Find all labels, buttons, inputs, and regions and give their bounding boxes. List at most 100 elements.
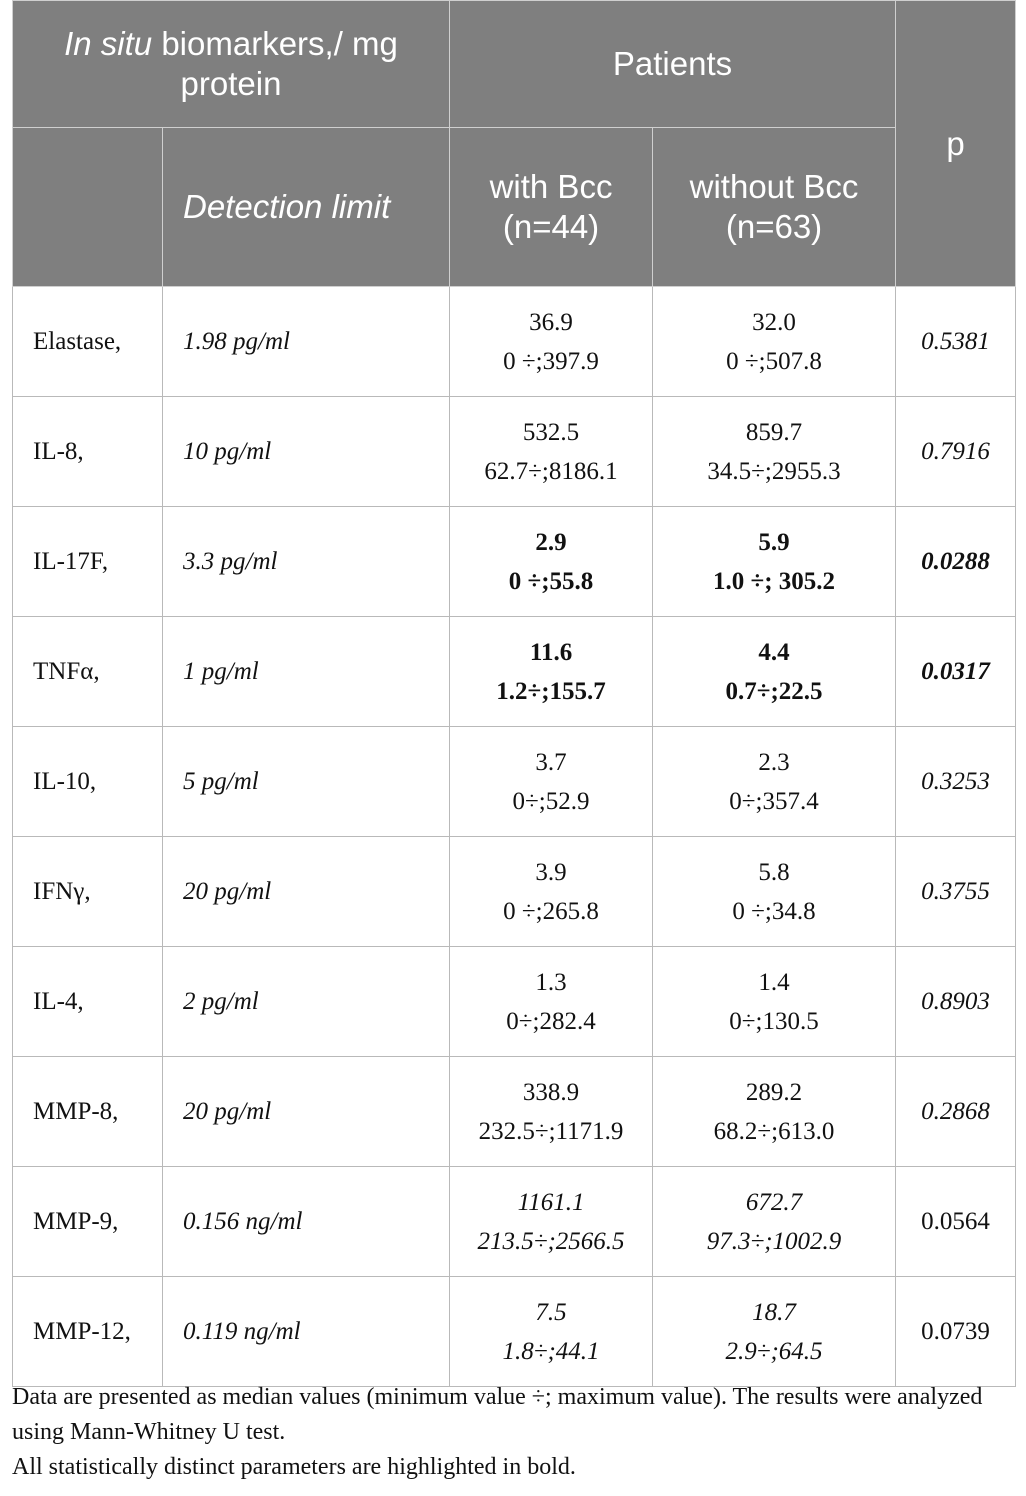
with-bcc-median: 3.7 (535, 748, 567, 776)
with-bcc-range: 0 ÷;397.9 (503, 347, 599, 375)
without-bcc-median: 4.4 (758, 638, 790, 666)
without-bcc-range: 0 ÷;507.8 (726, 347, 822, 375)
without-bcc-range: 2.9÷;64.5 (725, 1337, 823, 1365)
header-biomarkers-italic: In situ (64, 25, 153, 62)
with-bcc-range: 1.8÷;44.1 (502, 1337, 600, 1365)
with-bcc-range: 213.5÷;2566.5 (477, 1227, 625, 1255)
without-bcc-range: 0÷;357.4 (729, 787, 819, 815)
detection-limit-value: 0.156 ng/ml (161, 1166, 451, 1277)
table-row: IL-8, 10 pg/ml 532.5 62.7÷;8186.1 859.7 34… (12, 396, 1017, 507)
biomarker-name: IFNγ, (12, 836, 163, 947)
table-row: TNFα, 1 pg/ml 11.6 1.2÷;155.7 4.4 0.7÷;22.… (12, 616, 1017, 727)
p-value: 0.0317 (895, 616, 1017, 727)
p-value: 0.0564 (895, 1166, 1017, 1277)
with-bcc-median: 338.9 (522, 1078, 580, 1106)
with-bcc-value: 7.5 1.8÷;44.1 (449, 1276, 654, 1387)
with-bcc-value: 1161.1 213.5÷;2566.5 (449, 1166, 654, 1277)
without-bcc-range: 1.0 ÷; 305.2 (712, 567, 836, 595)
detection-limit-value: 20 pg/ml (161, 1056, 451, 1167)
without-bcc-median: 672.7 (745, 1188, 803, 1216)
without-bcc-range: 34.5÷;2955.3 (707, 457, 841, 485)
detection-limit-value: 5 pg/ml (161, 726, 451, 837)
without-bcc-value: 1.4 0÷;130.5 (652, 946, 897, 1057)
p-value: 0.0739 (895, 1276, 1017, 1387)
without-bcc-range: 0 ÷;34.8 (732, 897, 816, 925)
table-row: IL-17F, 3.3 pg/ml 2.9 0 ÷;55.8 5.9 1.0 ÷; … (12, 506, 1017, 617)
header-with-bcc: with Bcc (n=44) (449, 127, 654, 287)
p-value: 0.0288 (895, 506, 1017, 617)
without-bcc-value: 289.2 68.2÷;613.0 (652, 1056, 897, 1167)
without-bcc-value: 5.9 1.0 ÷; 305.2 (652, 506, 897, 617)
with-bcc-range: 62.7÷;8186.1 (484, 457, 618, 485)
with-bcc-median: 11.6 (529, 638, 573, 666)
without-bcc-value: 859.7 34.5÷;2955.3 (652, 396, 897, 507)
with-bcc-value: 1.3 0÷;282.4 (449, 946, 654, 1057)
with-bcc-median: 1.3 (535, 968, 567, 996)
table-row: MMP-8, 20 pg/ml 338.9 232.5÷;1171.9 289.2… (12, 1056, 1017, 1167)
table-footnote: Data are presented as median values (min… (12, 1380, 1022, 1485)
biomarker-name: MMP-12, (12, 1276, 163, 1387)
p-value: 0.3253 (895, 726, 1017, 837)
without-bcc-median: 5.9 (758, 528, 790, 556)
header-row-1: In situ biomarkers,/ mg protein Patients… (11, 0, 1017, 287)
header-p-value: p (895, 0, 1017, 287)
detection-limit-value: 20 pg/ml (161, 836, 451, 947)
without-bcc-median: 859.7 (745, 418, 803, 446)
biomarker-name: IL-17F, (12, 506, 163, 617)
table-row: MMP-12, 0.119 ng/ml 7.5 1.8÷;44.1 18.7 2.9… (12, 1276, 1017, 1387)
without-bcc-median: 5.8 (758, 858, 790, 886)
data-table-wrapper: In situ biomarkers,/ mg protein Patients… (11, 0, 1017, 1387)
with-bcc-value: 338.9 232.5÷;1171.9 (449, 1056, 654, 1167)
without-bcc-value: 672.7 97.3÷;1002.9 (652, 1166, 897, 1277)
without-bcc-median: 2.3 (758, 748, 790, 776)
header-biomarkers: In situ biomarkers,/ mg protein (11, 0, 451, 128)
with-bcc-median: 1161.1 (517, 1188, 585, 1216)
table-row: IL-4, 2 pg/ml 1.3 0÷;282.4 1.4 0÷;130.5 0.… (12, 946, 1017, 1057)
header-row-2: Detection limit with Bcc (n=44) without … (12, 127, 1016, 287)
without-bcc-value: 4.4 0.7÷;22.5 (652, 616, 897, 727)
without-bcc-median: 18.7 (752, 1298, 796, 1326)
detection-limit-value: 2 pg/ml (161, 946, 451, 1057)
with-bcc-median: 532.5 (522, 418, 580, 446)
header-empty-cell (12, 127, 163, 287)
header-biomarkers-rest: biomarkers,/ mg protein (152, 25, 398, 102)
without-bcc-range: 68.2÷;613.0 (713, 1117, 835, 1145)
p-value: 0.2868 (895, 1056, 1017, 1167)
biomarkers-table: In situ biomarkers,/ mg protein Patients… (11, 0, 1017, 1387)
biomarker-name: TNFα, (12, 616, 163, 727)
without-bcc-median: 1.4 (758, 968, 790, 996)
with-bcc-value: 3.7 0÷;52.9 (449, 726, 654, 837)
footnote-line-1: Data are presented as median values (min… (12, 1384, 983, 1445)
detection-limit-value: 3.3 pg/ml (161, 506, 451, 617)
with-bcc-range: 1.2÷;155.7 (496, 677, 606, 705)
detection-limit-value: 1.98 pg/ml (161, 286, 451, 397)
with-bcc-range: 232.5÷;1171.9 (478, 1117, 624, 1145)
table-row: IFNγ, 20 pg/ml 3.9 0 ÷;265.8 5.8 0 ÷;34.8 … (12, 836, 1017, 947)
with-bcc-value: 3.9 0 ÷;265.8 (449, 836, 654, 947)
without-bcc-median: 32.0 (752, 308, 796, 336)
footnote-line-2: All statistically distinct parameters ar… (12, 1454, 576, 1480)
biomarker-name: Elastase, (12, 286, 163, 397)
biomarker-name: MMP-8, (12, 1056, 163, 1167)
with-bcc-value: 11.6 1.2÷;155.7 (449, 616, 654, 727)
without-bcc-value: 18.7 2.9÷;64.5 (652, 1276, 897, 1387)
p-value: 0.7916 (895, 396, 1017, 507)
without-bcc-median: 289.2 (745, 1078, 803, 1106)
with-bcc-range: 0 ÷;265.8 (503, 897, 599, 925)
with-bcc-median: 3.9 (535, 858, 567, 886)
p-value: 0.3755 (895, 836, 1017, 947)
table-row: MMP-9, 0.156 ng/ml 1161.1 213.5÷;2566.5 6… (12, 1166, 1017, 1277)
with-bcc-median: 2.9 (535, 528, 567, 556)
with-bcc-value: 36.9 0 ÷;397.9 (449, 286, 654, 397)
without-bcc-range: 97.3÷;1002.9 (706, 1227, 842, 1255)
p-value: 0.5381 (895, 286, 1017, 397)
table-row: Elastase, 1.98 pg/ml 36.9 0 ÷;397.9 32.0 0… (12, 286, 1017, 397)
header-without-bcc: without Bcc (n=63) (652, 127, 897, 287)
without-bcc-value: 5.8 0 ÷;34.8 (652, 836, 897, 947)
detection-limit-value: 10 pg/ml (161, 396, 451, 507)
with-bcc-median: 7.5 (535, 1298, 567, 1326)
detection-limit-value: 0.119 ng/ml (161, 1276, 451, 1387)
without-bcc-value: 32.0 0 ÷;507.8 (652, 286, 897, 397)
with-bcc-range: 0 ÷;55.8 (508, 567, 594, 595)
biomarker-name: MMP-9, (12, 1166, 163, 1277)
